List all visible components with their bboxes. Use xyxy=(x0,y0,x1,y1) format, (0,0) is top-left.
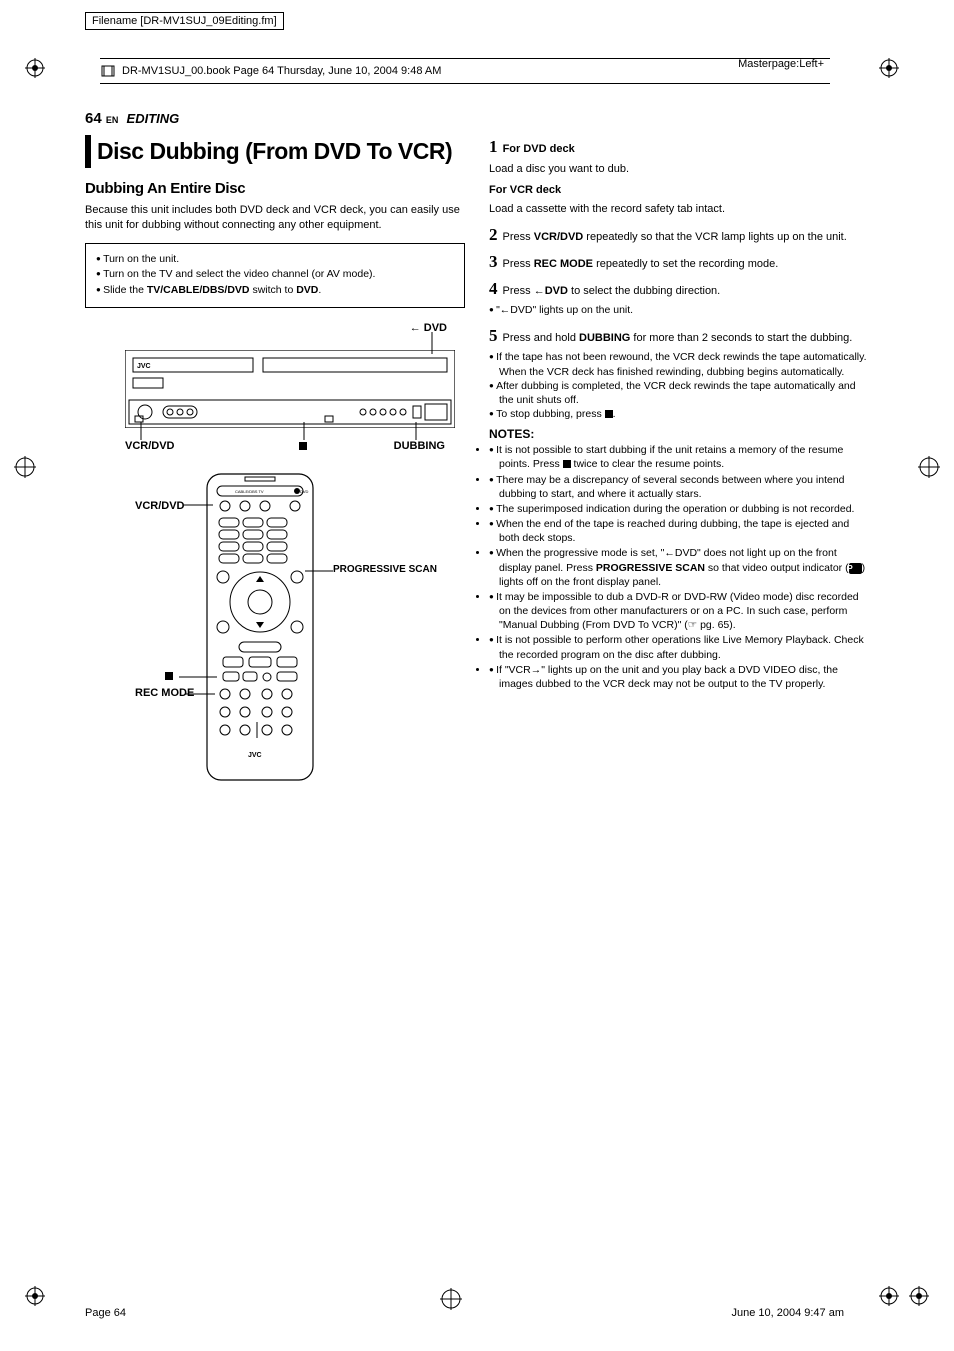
step-1b-text: Load a cassette with the record safety t… xyxy=(489,202,869,217)
note-item: When the end of the tape is reached duri… xyxy=(489,517,869,545)
diagram-area: ← DVD JVC xyxy=(85,322,465,802)
progressive-scan-label: PROGRESSIVE SCAN xyxy=(333,564,437,575)
note-item: It is not possible to perform other oper… xyxy=(489,633,869,661)
crop-mark-icon xyxy=(440,1288,462,1315)
crop-mark-icon xyxy=(909,1286,929,1311)
step-1b-label: For VCR deck xyxy=(489,183,869,198)
crop-mark-icon xyxy=(14,456,36,483)
prep-item: Turn on the TV and select the video chan… xyxy=(96,267,454,283)
intro-text: Because this unit includes both DVD deck… xyxy=(85,203,465,233)
crop-mark-icon xyxy=(25,1286,45,1311)
right-column: 1 For DVD deck Load a disc you want to d… xyxy=(489,135,869,802)
vcr-dvd-label: VCR/DVD xyxy=(125,440,175,452)
step-4: 4 Press ←DVD to select the dubbing direc… xyxy=(489,277,869,301)
step-3: 3 Press REC MODE repeatedly to set the r… xyxy=(489,250,869,274)
book-header-text: DR-MV1SUJ_00.book Page 64 Thursday, June… xyxy=(122,65,441,77)
filename-box: Filename [DR-MV1SUJ_09Editing.fm] xyxy=(85,12,284,30)
prep-item: Turn on the unit. xyxy=(96,252,454,268)
note-item: The superimposed indication during the o… xyxy=(489,502,869,516)
prep-item: Slide the TV/CABLE/DBS/DVD switch to DVD… xyxy=(96,283,454,299)
step-1-text: Load a disc you want to dub. xyxy=(489,162,869,177)
stop-remote-label xyxy=(165,670,173,682)
dubbing-label: DUBBING xyxy=(394,440,445,452)
crop-mark-icon xyxy=(879,58,899,83)
stop-label xyxy=(299,440,307,452)
subtitle: Dubbing An Entire Disc xyxy=(85,180,465,197)
left-column: Disc Dubbing (From DVD To VCR) Dubbing A… xyxy=(85,135,465,802)
note-item: If "VCR→" lights up on the unit and you … xyxy=(489,663,869,691)
main-title: Disc Dubbing (From DVD To VCR) xyxy=(85,135,465,168)
section-title: EDITING xyxy=(127,111,180,126)
book-header: DR-MV1SUJ_00.book Page 64 Thursday, June… xyxy=(100,58,830,84)
crop-mark-icon xyxy=(25,58,45,83)
preparation-box: Turn on the unit. Turn on the TV and sel… xyxy=(85,243,465,308)
page-header: 64 EN EDITING xyxy=(85,110,179,127)
step-5-subs: If the tape has not been rewound, the VC… xyxy=(489,350,869,421)
device-diagram: JVC xyxy=(125,350,455,428)
crop-mark-icon xyxy=(918,456,940,483)
step-2: 2 Press VCR/DVD repeatedly so that the V… xyxy=(489,223,869,247)
footer-date: June 10, 2004 9:47 am xyxy=(731,1307,844,1319)
step-5-sub-item: After dubbing is completed, the VCR deck… xyxy=(489,379,869,407)
step-5-sub-item: If the tape has not been rewound, the VC… xyxy=(489,350,869,378)
step-4-sub: "←DVD" lights up on the unit. xyxy=(489,303,869,317)
footer-page: Page 64 xyxy=(85,1307,126,1319)
note-item: It may be impossible to dub a DVD-R or D… xyxy=(489,590,869,633)
content-area: Disc Dubbing (From DVD To VCR) Dubbing A… xyxy=(85,135,869,802)
note-item: It is not possible to start dubbing if t… xyxy=(489,443,869,471)
svg-text:DVD: DVD xyxy=(300,489,309,494)
svg-text:CABLE/DBS TV: CABLE/DBS TV xyxy=(235,489,264,494)
vcr-dvd-remote-label: VCR/DVD xyxy=(135,500,185,512)
step-5: 5 Press and hold DUBBING for more than 2… xyxy=(489,324,869,348)
remote-diagram: CABLE/DBS TV DVD xyxy=(205,472,315,782)
note-item: There may be a discrepancy of several se… xyxy=(489,473,869,501)
notes-header: NOTES: xyxy=(489,427,869,441)
lang-code: EN xyxy=(106,115,119,125)
dvd-arrow-label: ← DVD xyxy=(410,322,447,334)
svg-text:JVC: JVC xyxy=(248,752,262,759)
svg-text:JVC: JVC xyxy=(137,363,151,370)
note-item: When the progressive mode is set, "←DVD"… xyxy=(489,546,869,589)
masterpage-label: Masterpage:Left+ xyxy=(738,58,824,70)
step-1: 1 For DVD deck xyxy=(489,135,869,159)
crop-mark-icon xyxy=(879,1286,899,1311)
notes-list: It is not possible to start dubbing if t… xyxy=(489,443,869,691)
page-number: 64 xyxy=(85,110,102,127)
step-5-sub-item: To stop dubbing, press . xyxy=(489,407,869,421)
